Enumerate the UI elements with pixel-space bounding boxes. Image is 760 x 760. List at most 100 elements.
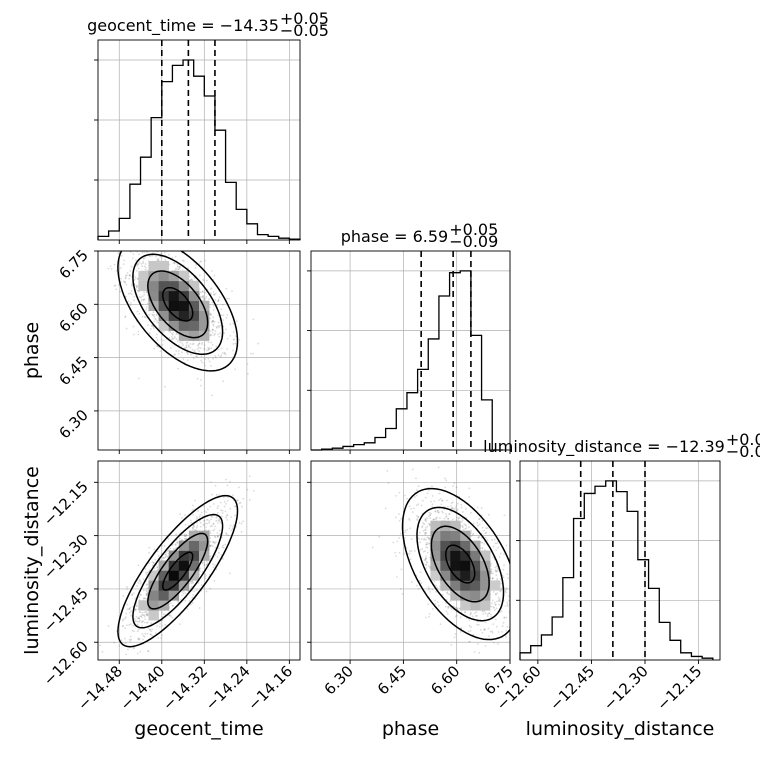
scatter-luminosity_distance_vs_geocent_time-point bbox=[210, 515, 213, 518]
scatter-phase_vs_geocent_time-point bbox=[187, 344, 190, 347]
scatter-luminosity_distance_vs_geocent_time-point bbox=[214, 535, 216, 538]
scatter-phase_vs_geocent_time-point bbox=[125, 283, 128, 286]
scatter-luminosity_distance_vs_phase-point bbox=[426, 551, 429, 554]
scatter-luminosity_distance_vs_phase-point bbox=[456, 508, 459, 511]
scatter-phase_vs_geocent_time-point bbox=[198, 342, 201, 345]
scatter-luminosity_distance_vs_geocent_time-point bbox=[183, 533, 186, 536]
scatter-luminosity_distance_vs_phase-point bbox=[468, 487, 471, 490]
scatter-luminosity_distance_vs_geocent_time-point bbox=[205, 511, 208, 514]
scatter-phase_vs_geocent_time-point bbox=[252, 352, 254, 355]
scatter-phase_vs_geocent_time-density-cell bbox=[188, 330, 200, 341]
scatter-luminosity_distance_vs_geocent_time-point bbox=[220, 554, 223, 556]
scatter-luminosity_distance_vs_phase-point bbox=[501, 625, 504, 627]
scatter-phase_vs_geocent_time-point bbox=[176, 268, 179, 271]
scatter-phase_vs_geocent_time-point bbox=[200, 260, 203, 263]
scatter-luminosity_distance_vs_geocent_time-point bbox=[181, 594, 184, 597]
scatter-luminosity_distance_vs_geocent_time-point bbox=[145, 584, 148, 586]
scatter-phase_vs_geocent_time-point bbox=[225, 328, 227, 331]
scatter-luminosity_distance_vs_geocent_time-point bbox=[214, 564, 216, 567]
scatter-luminosity_distance_vs_geocent_time-point bbox=[201, 562, 204, 565]
scatter-phase_vs_geocent_time-point bbox=[127, 246, 129, 248]
scatter-phase_vs_geocent_time-point bbox=[123, 281, 126, 284]
scatter-phase_vs_geocent_time-point bbox=[204, 358, 207, 360]
scatter-phase_vs_geocent_time-point bbox=[137, 267, 140, 270]
scatter-luminosity_distance_vs_geocent_time-point bbox=[142, 589, 145, 592]
scatter-luminosity_distance_vs_phase-point bbox=[428, 587, 431, 590]
scatter-luminosity_distance_vs_phase-point bbox=[434, 602, 437, 605]
scatter-luminosity_distance_vs_phase-point bbox=[492, 590, 495, 593]
scatter-luminosity_distance_vs_phase-point bbox=[399, 587, 402, 590]
scatter-phase_vs_geocent_time-point bbox=[152, 314, 154, 316]
scatter-phase_vs_geocent_time-point bbox=[196, 377, 199, 380]
scatter-luminosity_distance_vs_geocent_time-point bbox=[174, 547, 177, 550]
hist-phase-bin bbox=[450, 273, 461, 450]
scatter-luminosity_distance_vs_phase-point bbox=[495, 625, 498, 628]
scatter-luminosity_distance_vs_phase-point bbox=[477, 624, 480, 626]
scatter-luminosity_distance_vs_geocent_time-point bbox=[209, 525, 212, 528]
scatter-luminosity_distance_vs_phase-point bbox=[428, 542, 431, 545]
scatter-luminosity_distance_vs_geocent_time-xtick-label: −14.24 bbox=[202, 662, 254, 714]
scatter-luminosity_distance_vs_geocent_time-point bbox=[240, 522, 243, 525]
scatter-phase_vs_geocent_time-point bbox=[214, 355, 217, 357]
scatter-phase_vs_geocent_time-point bbox=[211, 328, 214, 331]
scatter-luminosity_distance_vs_phase-point bbox=[523, 662, 525, 664]
scatter-phase_vs_geocent_time-point bbox=[207, 348, 210, 351]
scatter-luminosity_distance_vs_geocent_time-point bbox=[147, 586, 149, 589]
scatter-luminosity_distance_vs_geocent_time-point bbox=[202, 505, 205, 508]
scatter-luminosity_distance_vs_phase-point bbox=[386, 469, 389, 472]
scatter-phase_vs_geocent_time-point bbox=[143, 251, 146, 254]
scatter-luminosity_distance_vs_phase-point bbox=[428, 511, 431, 514]
scatter-luminosity_distance_vs_geocent_time-point bbox=[224, 510, 227, 513]
scatter-phase_vs_geocent_time-point bbox=[200, 343, 203, 346]
scatter-luminosity_distance_vs_geocent_time-point bbox=[185, 537, 188, 540]
scatter-luminosity_distance_vs_geocent_time-point bbox=[208, 520, 211, 523]
scatter-phase_vs_geocent_time-point bbox=[182, 260, 185, 262]
scatter-luminosity_distance_vs_geocent_time-point bbox=[209, 545, 212, 548]
scatter-phase_vs_geocent_time-point bbox=[152, 327, 155, 330]
scatter-phase_vs_geocent_time-point bbox=[145, 309, 147, 311]
scatter-phase_vs_geocent_time-point bbox=[199, 384, 202, 387]
scatter-luminosity_distance_vs_geocent_time-point bbox=[226, 514, 229, 516]
scatter-luminosity_distance_vs_phase-density-cell bbox=[460, 580, 471, 591]
scatter-luminosity_distance_vs_geocent_time-point bbox=[215, 541, 217, 543]
scatter-phase_vs_geocent_time-point bbox=[198, 274, 201, 277]
scatter-phase_vs_geocent_time-point bbox=[211, 329, 214, 332]
scatter-phase_vs_geocent_time-point bbox=[170, 336, 173, 338]
scatter-luminosity_distance_vs_phase-point bbox=[499, 600, 502, 603]
scatter-luminosity_distance_vs_phase-frame bbox=[310, 460, 511, 661]
scatter-phase_vs_geocent_time-point bbox=[177, 350, 180, 352]
scatter-phase_vs_geocent_time-density-cell bbox=[178, 320, 190, 331]
scatter-luminosity_distance_vs_geocent_time-point bbox=[211, 516, 214, 519]
scatter-phase_vs_geocent_time-point bbox=[137, 263, 140, 266]
scatter-luminosity_distance_vs_geocent_time-point bbox=[145, 573, 148, 576]
scatter-phase_vs_geocent_time-point bbox=[146, 242, 148, 244]
scatter-luminosity_distance_vs_geocent_time-point bbox=[191, 528, 194, 531]
scatter-luminosity_distance_vs_geocent_time-point bbox=[220, 509, 223, 512]
scatter-phase_vs_geocent_time-density-cell bbox=[188, 320, 200, 331]
scatter-phase_vs_geocent_time-point bbox=[217, 298, 220, 301]
scatter-phase_vs_geocent_time-point bbox=[146, 302, 149, 305]
scatter-luminosity_distance_vs_phase-point bbox=[426, 536, 429, 539]
scatter-phase_vs_geocent_time-point bbox=[204, 299, 206, 302]
scatter-luminosity_distance_vs_phase-point bbox=[501, 630, 503, 633]
scatter-luminosity_distance_vs_phase-point bbox=[461, 517, 464, 520]
scatter-luminosity_distance_vs_geocent_time-point bbox=[164, 553, 167, 556]
scatter-luminosity_distance_vs_geocent_time-density-cell bbox=[188, 540, 200, 551]
scatter-luminosity_distance_vs_geocent_time-point bbox=[190, 582, 193, 585]
scatter-phase_vs_geocent_time-point bbox=[136, 289, 139, 292]
hist-luminosity_distance-step bbox=[519, 480, 714, 660]
scatter-phase_vs_geocent_time-point bbox=[210, 312, 212, 315]
scatter-luminosity_distance_vs_geocent_time-point bbox=[139, 611, 142, 614]
scatter-luminosity_distance_vs_geocent_time-point bbox=[149, 633, 152, 636]
scatter-luminosity_distance_vs_phase-point bbox=[439, 497, 442, 500]
scatter-luminosity_distance_vs_geocent_time-point bbox=[227, 534, 230, 537]
scatter-luminosity_distance_vs_phase-point bbox=[498, 599, 501, 602]
scatter-phase_vs_geocent_time-point bbox=[209, 317, 212, 320]
scatter-luminosity_distance_vs_geocent_time-ylabel: luminosity_distance bbox=[21, 466, 43, 655]
scatter-phase_vs_geocent_time-density-cell bbox=[188, 310, 200, 321]
scatter-luminosity_distance_vs_phase-density-cell bbox=[450, 550, 461, 561]
scatter-luminosity_distance_vs_geocent_time-point bbox=[193, 525, 196, 528]
scatter-luminosity_distance_vs_geocent_time-point bbox=[236, 499, 238, 502]
scatter-luminosity_distance_vs_phase-point bbox=[495, 570, 498, 573]
scatter-luminosity_distance_vs_phase-point bbox=[493, 607, 496, 609]
